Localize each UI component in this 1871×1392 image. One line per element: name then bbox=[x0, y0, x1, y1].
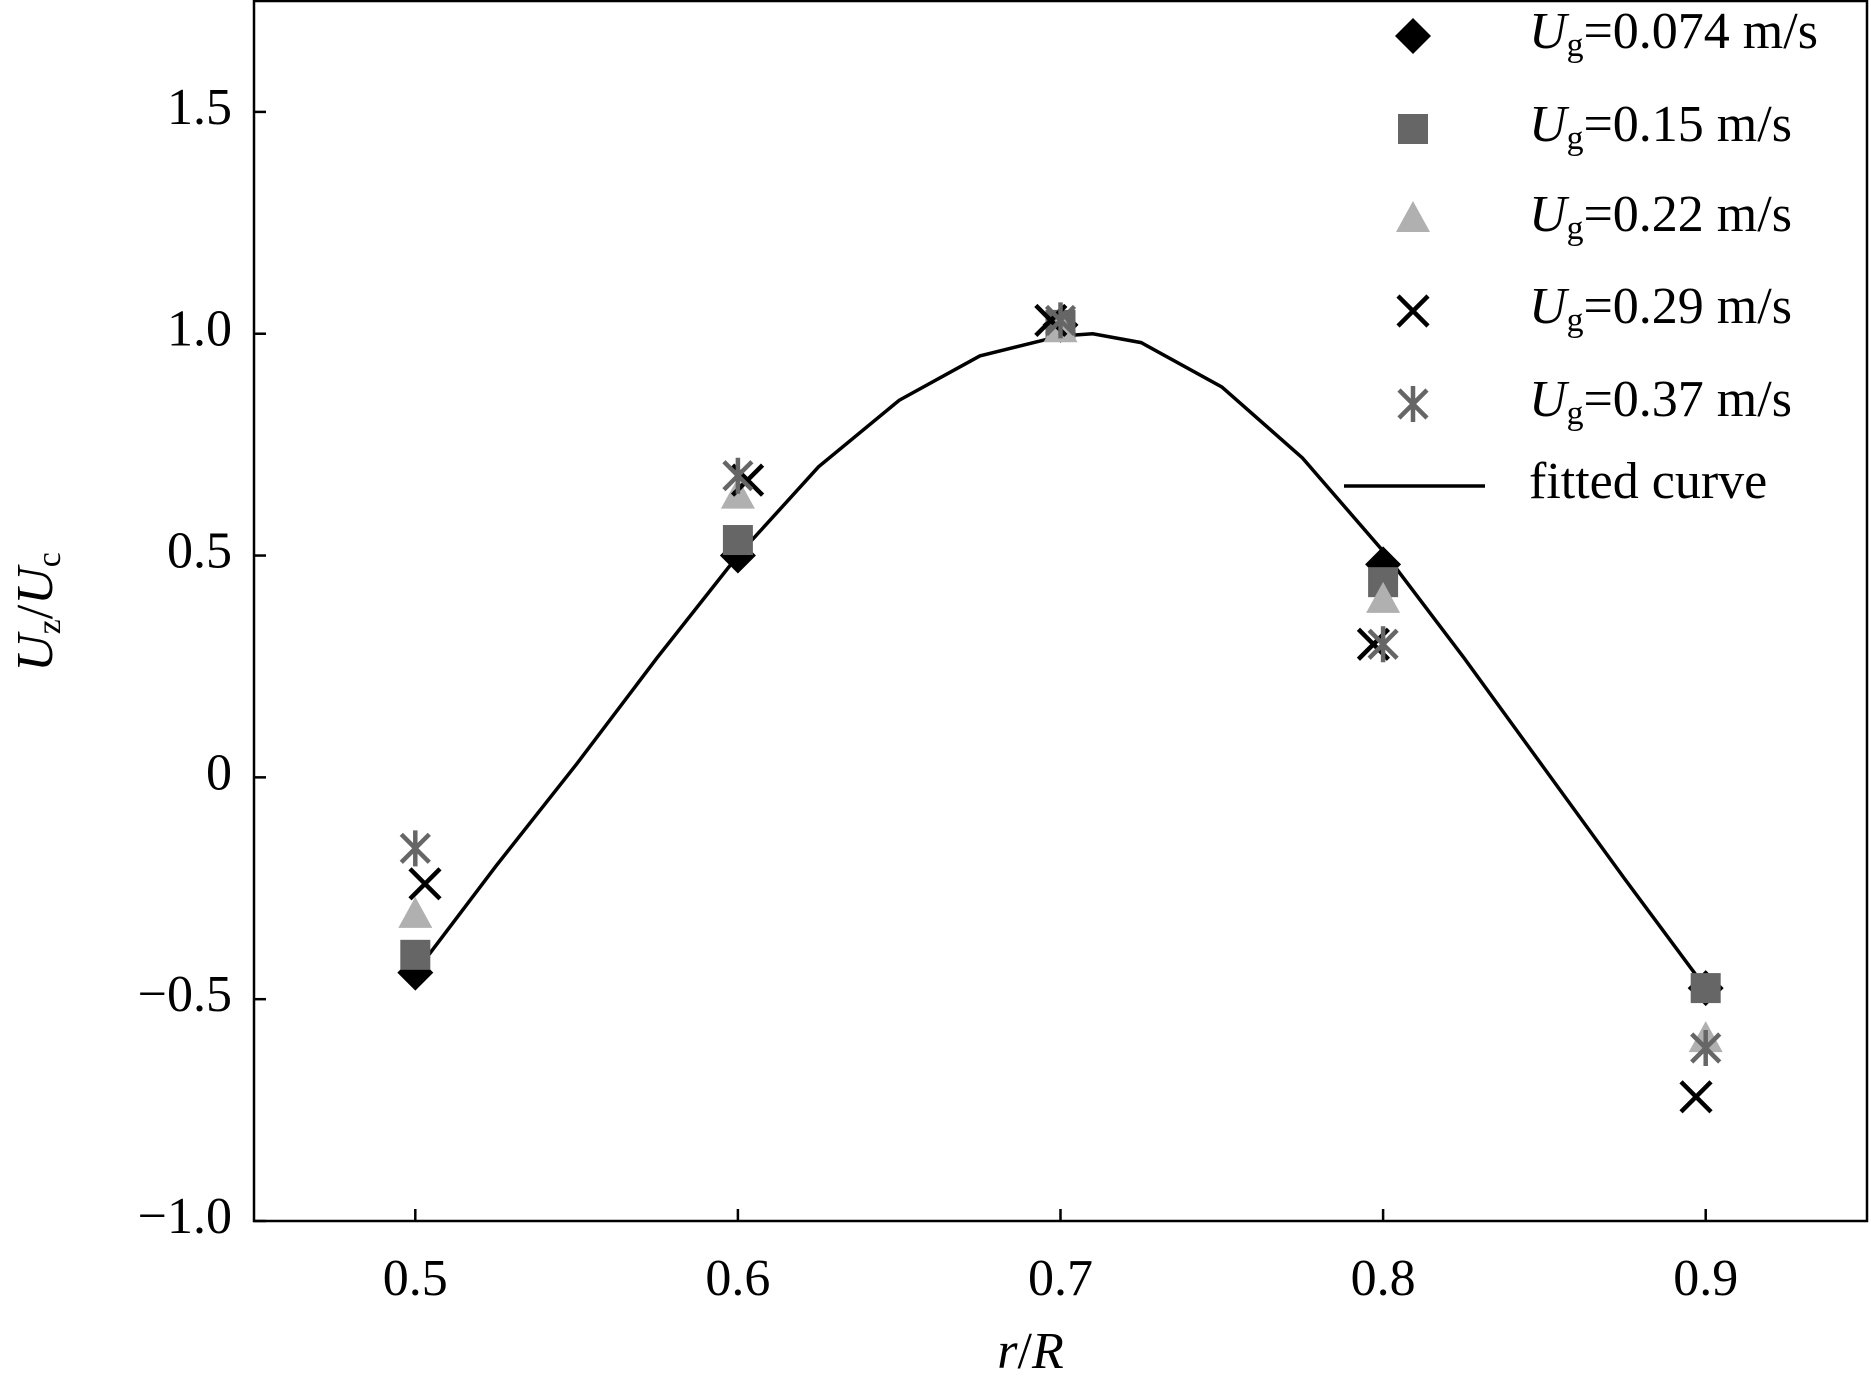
x-tick-label: 0.5 bbox=[383, 1250, 448, 1307]
square-marker bbox=[1690, 973, 1721, 1004]
triangle-marker bbox=[398, 896, 433, 928]
legend-label: Ug​=0.15 m/s bbox=[1529, 96, 1792, 157]
asterisk-marker bbox=[1044, 302, 1077, 339]
legend-label: Ug​=0.29 m/s bbox=[1529, 278, 1792, 339]
triangle-marker bbox=[1366, 581, 1401, 613]
legend-marker bbox=[1396, 294, 1430, 328]
asterisk-marker bbox=[399, 830, 431, 867]
square-marker bbox=[722, 525, 753, 556]
asterisk-marker bbox=[1367, 626, 1399, 663]
legend-marker bbox=[1395, 18, 1431, 54]
x-marker bbox=[1679, 1080, 1713, 1114]
asterisk-marker bbox=[1690, 1029, 1722, 1066]
x-marker bbox=[408, 867, 442, 901]
legend-marker bbox=[1398, 114, 1428, 144]
y-tick-label: 1.0 bbox=[167, 301, 232, 358]
x-tick-label: 0.8 bbox=[1351, 1250, 1416, 1307]
x-tick-label: 0.6 bbox=[705, 1250, 770, 1307]
y-tick-label: 0.5 bbox=[167, 522, 232, 579]
x-axis-label: r/R bbox=[997, 1323, 1063, 1380]
y-tick-label: 0 bbox=[206, 744, 232, 801]
y-tick-label: −1.0 bbox=[138, 1188, 232, 1245]
legend-marker bbox=[1397, 386, 1429, 422]
y-tick-label: −0.5 bbox=[138, 966, 232, 1023]
legend-label: fitted curve bbox=[1529, 453, 1767, 510]
legend-label: Ug​=0.074 m/s bbox=[1529, 3, 1818, 64]
y-axis-label: Uz​/Uc​ bbox=[7, 552, 68, 672]
y-tick-label: 1.5 bbox=[167, 79, 232, 136]
fitted-curve bbox=[413, 331, 1708, 990]
legend-label: Ug​=0.22 m/s bbox=[1529, 186, 1792, 247]
x-tick-label: 0.7 bbox=[1028, 1250, 1093, 1307]
asterisk-marker bbox=[722, 457, 754, 494]
square-marker bbox=[400, 939, 431, 970]
legend-label: Ug​=0.37 m/s bbox=[1529, 371, 1792, 432]
x-tick-label: 0.9 bbox=[1673, 1250, 1738, 1307]
legend-marker bbox=[1396, 201, 1430, 232]
plot-frame bbox=[252, 0, 1869, 1223]
